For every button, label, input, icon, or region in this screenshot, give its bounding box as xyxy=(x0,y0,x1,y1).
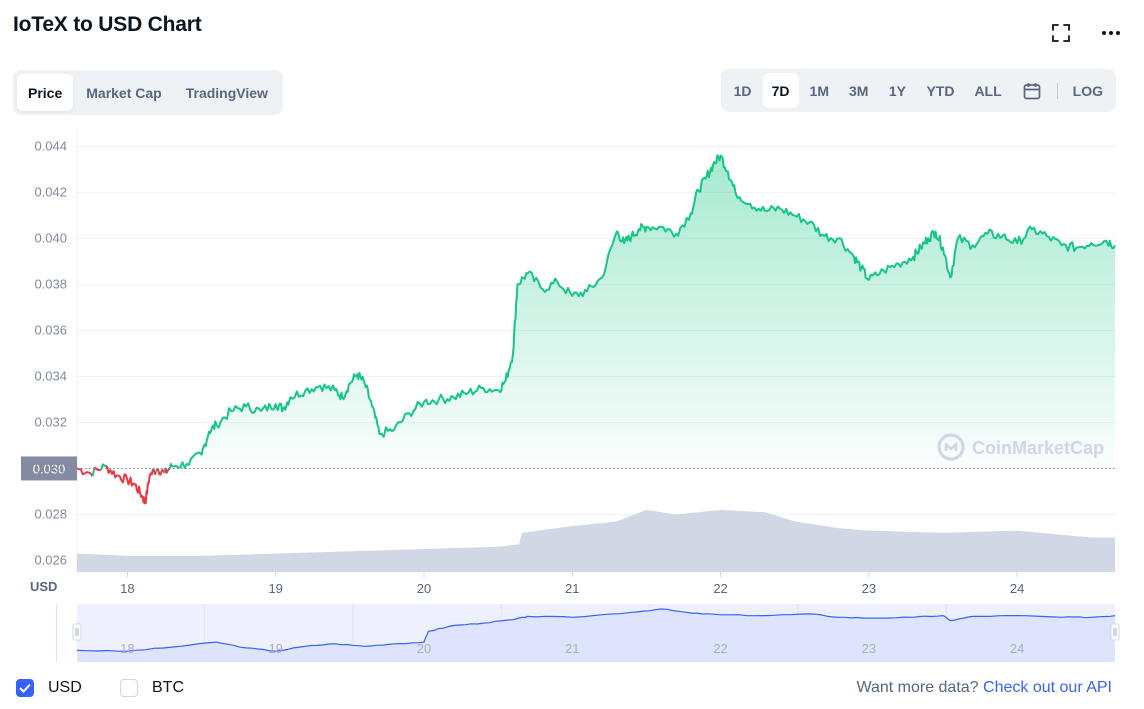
price-line-down xyxy=(93,466,101,472)
more-data-text: Want more data? xyxy=(856,679,979,696)
y-tick-label: 0.038 xyxy=(34,276,67,291)
x-tick-label: 24 xyxy=(1010,581,1024,596)
navigator-tick-label: 20 xyxy=(417,641,431,656)
baseline: 0.030 xyxy=(21,456,1115,481)
checkbox-unchecked-icon xyxy=(120,679,138,697)
x-tick-label: 19 xyxy=(268,581,282,596)
page-title: IoTeX to USD Chart xyxy=(13,13,202,36)
tab-tradingview[interactable]: TradingView xyxy=(185,84,268,101)
navigator-line xyxy=(76,608,1116,652)
btc-checkbox[interactable]: BTC xyxy=(120,679,184,697)
btc-label: BTC xyxy=(152,679,184,696)
more-horizontal-icon[interactable] xyxy=(1100,22,1122,44)
navigator-area xyxy=(77,609,1115,662)
chart-type-tabs: Price Market Cap TradingView xyxy=(13,70,283,115)
range-navigator[interactable]: 18 19 20 21 22 23 24 xyxy=(55,604,1120,662)
baseline-label: 0.030 xyxy=(33,461,66,476)
price-line-down xyxy=(76,467,94,477)
volume-bars xyxy=(77,509,1115,572)
price-line-down xyxy=(164,467,171,474)
tab-price[interactable]: Price xyxy=(17,74,74,111)
price-line-up xyxy=(99,463,108,471)
range-3m[interactable]: 3M xyxy=(848,82,869,99)
x-axis: 18 19 20 21 22 23 24 xyxy=(120,572,1024,596)
range-1d[interactable]: 1D xyxy=(733,82,752,99)
y-tick-label: 0.026 xyxy=(34,552,67,567)
usd-label: USD xyxy=(48,679,82,696)
watermark-text: CoinMarketCap xyxy=(972,438,1104,458)
chart-actions xyxy=(1050,22,1122,44)
usd-checkbox[interactable]: USD xyxy=(16,679,82,697)
y-tick-label: 0.044 xyxy=(34,138,67,153)
log-scale-toggle[interactable]: LOG xyxy=(1072,82,1103,99)
y-tick-label: 0.040 xyxy=(34,230,67,245)
x-tick-label: 22 xyxy=(713,581,727,596)
y-tick-label: 0.028 xyxy=(34,506,67,521)
tab-market-cap[interactable]: Market Cap xyxy=(86,84,162,101)
x-tick-label: 18 xyxy=(120,581,134,596)
y-tick-label: 0.042 xyxy=(34,184,67,199)
chart-footer: USD BTC Want more data? Check out our AP… xyxy=(0,672,1144,704)
navigator-tick-label: 19 xyxy=(268,641,282,656)
y-tick-label: 0.036 xyxy=(34,322,67,337)
watermark: CoinMarketCap xyxy=(937,433,1104,461)
x-tick-label: 20 xyxy=(417,581,431,596)
range-divider xyxy=(1056,82,1058,99)
y-tick-label: 0.032 xyxy=(34,414,67,429)
range-ytd[interactable]: YTD xyxy=(926,82,955,99)
more-data-note: Want more data? Check out our API xyxy=(856,679,1112,697)
time-range-selector: 1D 7D 1M 3M 1Y YTD ALL LOG xyxy=(720,69,1116,112)
navigator-tick-label: 23 xyxy=(862,641,876,656)
navigator-handle-right[interactable] xyxy=(1110,623,1120,641)
x-tick-label: 23 xyxy=(862,581,876,596)
range-7d[interactable]: 7D xyxy=(762,73,799,108)
navigator-tick-label: 21 xyxy=(565,641,579,656)
price-line-up xyxy=(168,154,1116,469)
range-1y[interactable]: 1Y xyxy=(888,82,906,99)
volume-area xyxy=(77,509,1115,572)
price-chart[interactable]: 0.030 0.044 0.042 0.040 0.038 0.036 0.034 0.03… xyxy=(0,0,1144,670)
price-area-fill xyxy=(77,155,1115,469)
y-unit-label: USD xyxy=(30,579,57,594)
y-tick-label: 0.034 xyxy=(34,368,67,383)
navigator-tick-label: 22 xyxy=(713,641,727,656)
x-tick-label: 21 xyxy=(565,581,579,596)
baseline-label-bg xyxy=(21,456,77,481)
expand-icon[interactable] xyxy=(1050,22,1072,44)
y-tick-label: 0.030 xyxy=(34,460,67,475)
price-line-down xyxy=(156,467,166,476)
api-link[interactable]: Check out our API xyxy=(983,679,1112,696)
checkbox-checked-icon xyxy=(16,679,34,697)
range-1m[interactable]: 1M xyxy=(809,82,829,99)
range-all[interactable]: ALL xyxy=(974,82,1002,99)
navigator-handle-left[interactable] xyxy=(72,623,82,641)
calendar-icon[interactable] xyxy=(1013,73,1051,108)
coinmarketcap-logo-icon xyxy=(937,433,965,461)
navigator-tick-label: 18 xyxy=(120,641,134,656)
price-line-down xyxy=(105,465,157,505)
price-series xyxy=(76,154,1116,505)
y-axis: 0.044 0.042 0.040 0.038 0.036 0.034 0.032 0.030… xyxy=(30,138,67,594)
navigator-tick-label: 24 xyxy=(1010,641,1024,656)
